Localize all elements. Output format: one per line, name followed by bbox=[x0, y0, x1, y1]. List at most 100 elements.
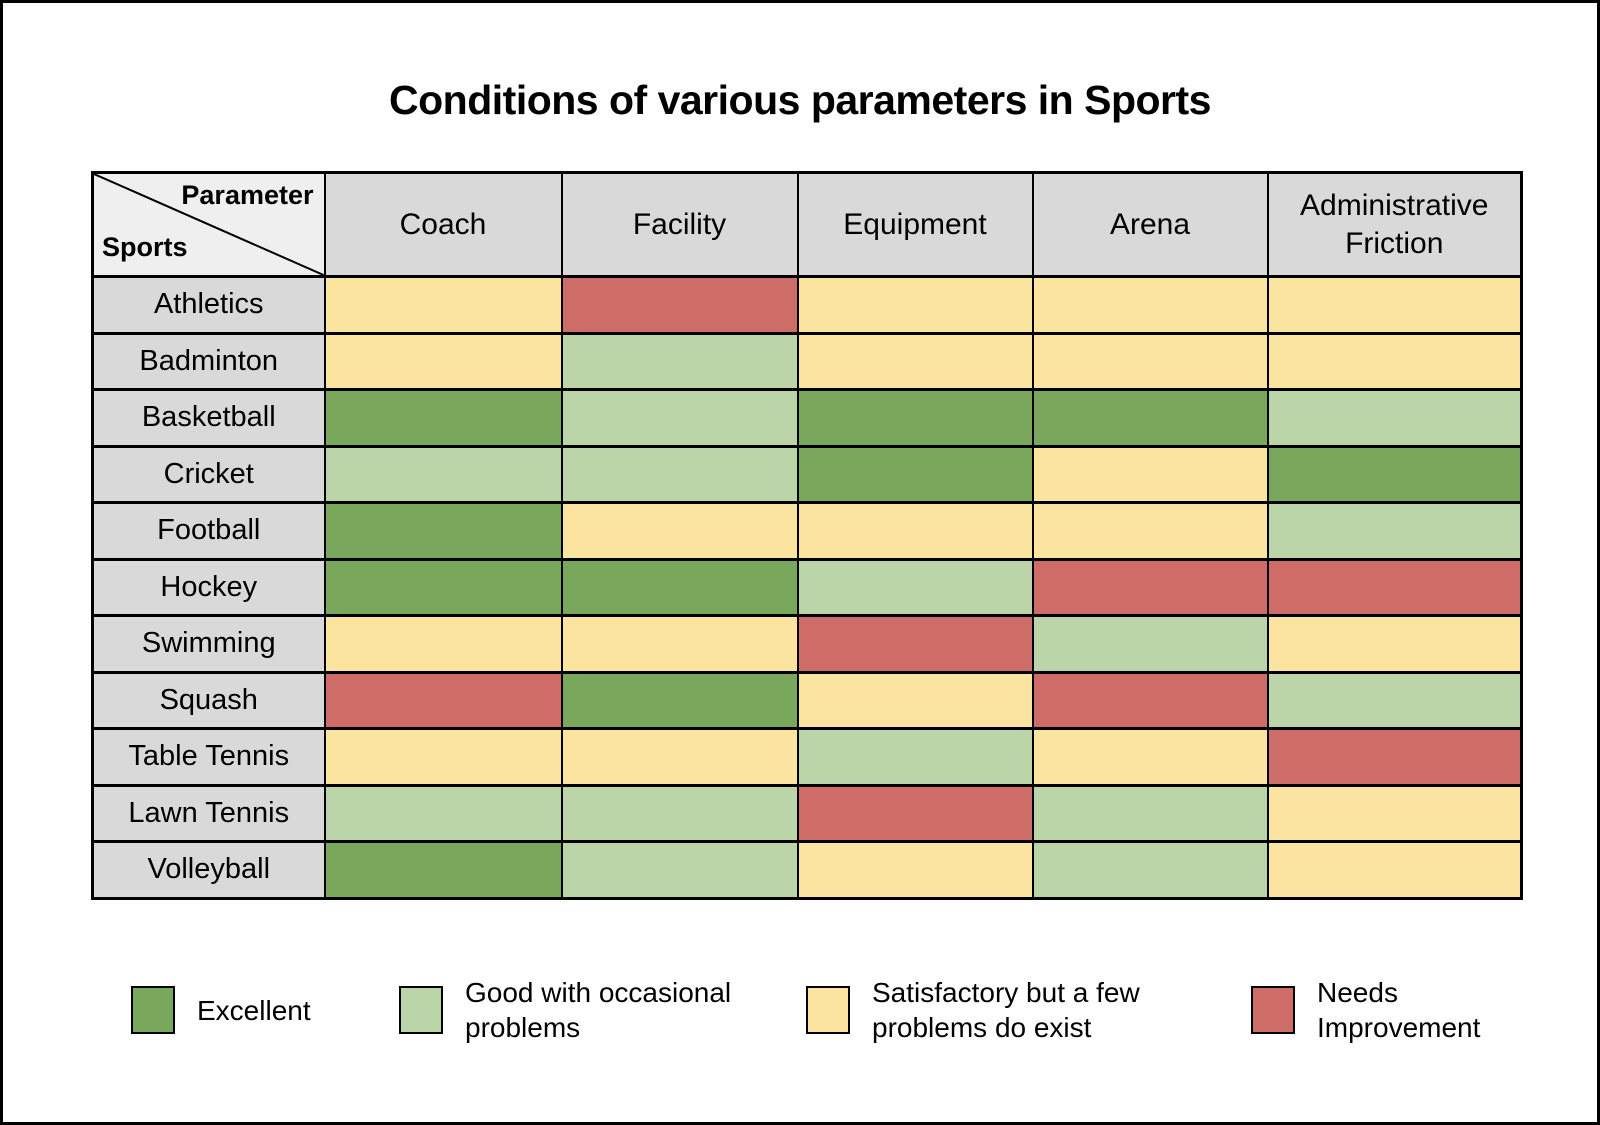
cell-cricket-facility bbox=[560, 444, 799, 504]
corner-sports-label: Sports bbox=[102, 232, 188, 262]
cell-swimming-coach bbox=[323, 614, 563, 674]
diagonal-divider-line bbox=[94, 174, 324, 275]
cell-hockey-facility bbox=[560, 557, 799, 617]
row-label-swimming: Swimming bbox=[91, 614, 326, 674]
cell-volleyball-facility bbox=[560, 840, 799, 900]
cell-cricket-coach bbox=[323, 444, 563, 504]
legend-label-needs-improvement: Needs Improvement bbox=[1317, 977, 1481, 1043]
cell-basketball-facility bbox=[560, 388, 799, 448]
corner-cell: Parameter Sports bbox=[91, 171, 326, 278]
table-row-cricket: Cricket bbox=[91, 444, 1523, 504]
cell-cricket-equipment bbox=[796, 444, 1034, 504]
legend-label-excellent: Excellent bbox=[197, 994, 311, 1026]
cell-table-tennis-administrative-friction bbox=[1266, 727, 1523, 787]
row-label-table-tennis: Table Tennis bbox=[91, 727, 326, 787]
cell-swimming-equipment bbox=[796, 614, 1034, 674]
cell-football-arena bbox=[1031, 501, 1269, 561]
cell-hockey-coach bbox=[323, 557, 563, 617]
cell-lawn-tennis-administrative-friction bbox=[1266, 783, 1523, 843]
legend-item-excellent: Excellent bbox=[131, 986, 311, 1034]
cell-volleyball-coach bbox=[323, 840, 563, 900]
column-header-administrative-friction: Administrative Friction bbox=[1266, 171, 1523, 278]
cell-hockey-arena bbox=[1031, 557, 1269, 617]
table-row-football: Football bbox=[91, 501, 1523, 561]
table-row-basketball: Basketball bbox=[91, 388, 1523, 448]
legend-label-good: Good with occasional problems bbox=[465, 977, 732, 1043]
cell-badminton-administrative-friction bbox=[1266, 331, 1523, 391]
row-label-hockey: Hockey bbox=[91, 557, 326, 617]
cell-lawn-tennis-coach bbox=[323, 783, 563, 843]
cell-basketball-equipment bbox=[796, 388, 1034, 448]
cell-squash-administrative-friction bbox=[1266, 670, 1523, 730]
cell-squash-coach bbox=[323, 670, 563, 730]
cell-basketball-arena bbox=[1031, 388, 1269, 448]
legend-item-needs-improvement: Needs Improvement bbox=[1251, 975, 1497, 1045]
cell-swimming-facility bbox=[560, 614, 799, 674]
cell-table-tennis-facility bbox=[560, 727, 799, 787]
row-label-volleyball: Volleyball bbox=[91, 840, 326, 900]
cell-swimming-administrative-friction bbox=[1266, 614, 1523, 674]
column-header-coach: Coach bbox=[323, 171, 563, 278]
cell-badminton-facility bbox=[560, 331, 799, 391]
row-label-squash: Squash bbox=[91, 670, 326, 730]
row-label-badminton: Badminton bbox=[91, 331, 326, 391]
cell-cricket-administrative-friction bbox=[1266, 444, 1523, 504]
table-row-squash: Squash bbox=[91, 670, 1523, 730]
cell-swimming-arena bbox=[1031, 614, 1269, 674]
cell-lawn-tennis-arena bbox=[1031, 783, 1269, 843]
cell-badminton-equipment bbox=[796, 331, 1034, 391]
table-row-badminton: Badminton bbox=[91, 331, 1523, 391]
legend-swatch-needs-improvement bbox=[1251, 986, 1295, 1034]
cell-cricket-arena bbox=[1031, 444, 1269, 504]
row-label-football: Football bbox=[91, 501, 326, 561]
table-row-table-tennis: Table Tennis bbox=[91, 727, 1523, 787]
legend-item-good: Good with occasional problems bbox=[399, 975, 750, 1045]
legend-swatch-satisfactory bbox=[806, 986, 850, 1034]
cell-lawn-tennis-facility bbox=[560, 783, 799, 843]
legend-swatch-excellent bbox=[131, 986, 175, 1034]
row-label-cricket: Cricket bbox=[91, 444, 326, 504]
cell-hockey-equipment bbox=[796, 557, 1034, 617]
cell-athletics-coach bbox=[323, 275, 563, 335]
column-header-arena: Arena bbox=[1031, 171, 1269, 278]
corner-parameter-label: Parameter bbox=[181, 180, 314, 210]
cell-hockey-administrative-friction bbox=[1266, 557, 1523, 617]
cell-basketball-coach bbox=[323, 388, 563, 448]
row-label-athletics: Athletics bbox=[91, 275, 326, 335]
cell-athletics-facility bbox=[560, 275, 799, 335]
chart-title: Conditions of various parameters in Spor… bbox=[389, 77, 1211, 123]
table-row-swimming: Swimming bbox=[91, 614, 1523, 674]
cell-table-tennis-equipment bbox=[796, 727, 1034, 787]
cell-badminton-arena bbox=[1031, 331, 1269, 391]
cell-athletics-arena bbox=[1031, 275, 1269, 335]
cell-football-coach bbox=[323, 501, 563, 561]
table-row-hockey: Hockey bbox=[91, 557, 1523, 617]
cell-football-equipment bbox=[796, 501, 1034, 561]
cell-athletics-equipment bbox=[796, 275, 1034, 335]
cell-volleyball-administrative-friction bbox=[1266, 840, 1523, 900]
cell-squash-arena bbox=[1031, 670, 1269, 730]
legend-item-satisfactory: Satisfactory but a few problems do exist bbox=[806, 975, 1187, 1045]
table-row-volleyball: Volleyball bbox=[91, 840, 1523, 900]
cell-athletics-administrative-friction bbox=[1266, 275, 1523, 335]
row-label-lawn-tennis: Lawn Tennis bbox=[91, 783, 326, 843]
legend-label-satisfactory: Satisfactory but a few problems do exist bbox=[872, 977, 1140, 1043]
cell-football-administrative-friction bbox=[1266, 501, 1523, 561]
table-row-lawn-tennis: Lawn Tennis bbox=[91, 783, 1523, 843]
column-header-facility: Facility bbox=[560, 171, 799, 278]
cell-lawn-tennis-equipment bbox=[796, 783, 1034, 843]
table-row-athletics: Athletics bbox=[91, 275, 1523, 335]
cell-volleyball-equipment bbox=[796, 840, 1034, 900]
cell-football-facility bbox=[560, 501, 799, 561]
cell-squash-facility bbox=[560, 670, 799, 730]
cell-basketball-administrative-friction bbox=[1266, 388, 1523, 448]
legend-swatch-good bbox=[399, 986, 443, 1034]
cell-squash-equipment bbox=[796, 670, 1034, 730]
row-label-basketball: Basketball bbox=[91, 388, 326, 448]
cell-volleyball-arena bbox=[1031, 840, 1269, 900]
sports-parameters-table: Parameter Sports Coach Facility Equipment A… bbox=[91, 171, 1523, 900]
column-header-equipment: Equipment bbox=[796, 171, 1034, 278]
cell-table-tennis-coach bbox=[323, 727, 563, 787]
cell-table-tennis-arena bbox=[1031, 727, 1269, 787]
